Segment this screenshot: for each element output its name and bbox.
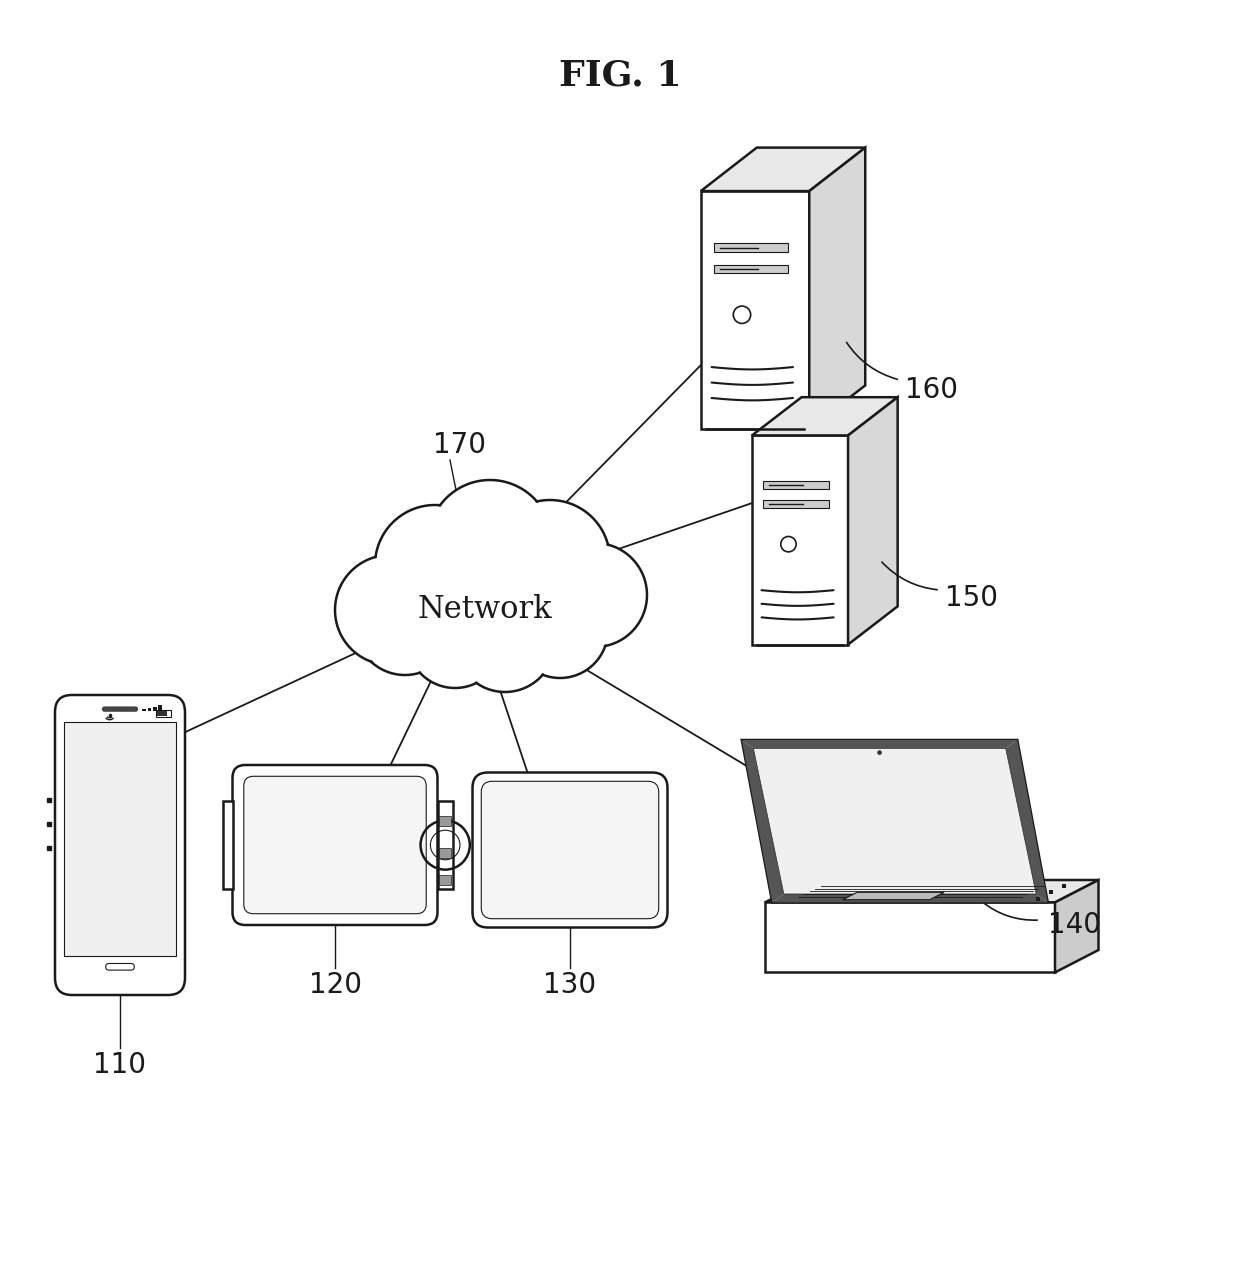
Bar [143,709,146,710]
Polygon shape [810,148,866,428]
FancyBboxPatch shape [233,765,438,925]
Polygon shape [1055,880,1099,972]
FancyBboxPatch shape [472,772,667,928]
Bar [153,707,156,710]
Bar [439,848,451,858]
Text: 140: 140 [1048,911,1101,939]
Polygon shape [773,894,1048,902]
Circle shape [512,581,608,678]
Bar [714,244,787,252]
Bar [439,817,451,825]
Circle shape [407,592,503,688]
Circle shape [374,506,495,624]
Polygon shape [1006,739,1048,902]
Circle shape [490,501,610,621]
Polygon shape [754,748,1037,894]
Bar [1049,890,1053,895]
Circle shape [355,575,455,675]
Text: 170: 170 [434,431,486,459]
Polygon shape [843,892,944,900]
Bar [159,705,162,710]
Bar [148,708,151,710]
Polygon shape [765,880,1099,902]
FancyBboxPatch shape [102,707,138,712]
Polygon shape [742,739,1048,902]
Text: 160: 160 [905,375,959,404]
Polygon shape [751,436,848,645]
Text: 150: 150 [945,584,998,612]
Polygon shape [701,148,866,191]
Circle shape [428,480,552,604]
Circle shape [455,592,556,691]
Bar [1063,884,1066,887]
Text: Network: Network [418,594,552,626]
Bar [1037,897,1040,901]
Text: 110: 110 [93,1050,146,1079]
Bar [64,722,176,956]
Text: 120: 120 [309,971,362,999]
Text: 130: 130 [543,971,596,999]
Bar [223,801,233,889]
Polygon shape [751,397,898,436]
FancyBboxPatch shape [244,776,427,914]
Bar [156,710,171,717]
FancyBboxPatch shape [481,781,658,919]
FancyBboxPatch shape [105,963,134,969]
Bar [157,710,167,715]
Polygon shape [742,739,784,902]
Polygon shape [742,739,1017,748]
Bar [764,501,828,508]
Text: FIG. 1: FIG. 1 [559,58,681,92]
Polygon shape [848,397,898,645]
Polygon shape [701,191,810,428]
Circle shape [877,751,882,755]
Circle shape [335,555,445,665]
Bar [764,482,828,489]
FancyBboxPatch shape [55,695,185,995]
Polygon shape [765,902,1055,972]
Bar [438,801,453,889]
Bar [714,265,787,273]
Circle shape [543,544,647,647]
Bar [439,876,451,885]
